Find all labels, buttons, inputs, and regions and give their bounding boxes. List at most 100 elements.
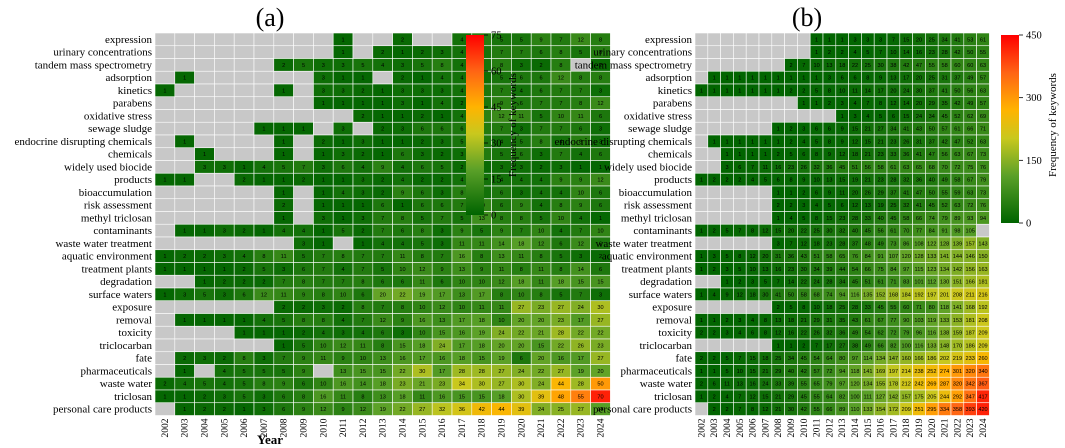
year-tick-label: 2022 xyxy=(557,418,567,437)
row-label: kinetics xyxy=(118,85,152,97)
cell-value: 2 xyxy=(361,114,364,120)
cell-value: 53 xyxy=(967,37,973,43)
cell-value: 1 xyxy=(243,318,246,324)
cell-value: 12 xyxy=(498,114,504,120)
row-label: contaminants xyxy=(93,225,152,237)
cell-value: 181 xyxy=(966,318,975,324)
cell-value: 42 xyxy=(954,101,960,107)
cell-value: 8 xyxy=(828,139,831,145)
cell-value: 1 xyxy=(183,76,186,82)
cell-value: 5 xyxy=(579,50,582,56)
cell-value: 70 xyxy=(597,394,603,400)
cell-value: 73 xyxy=(980,152,986,158)
cell-value: 2 xyxy=(223,407,226,413)
cell-value: 58 xyxy=(826,254,832,260)
cell-value: 34 xyxy=(839,280,845,286)
cell-value: 6 xyxy=(599,241,602,247)
cell-value: 2 xyxy=(361,88,364,94)
cell-value: 14 xyxy=(903,101,909,107)
cell-value: 2 xyxy=(540,165,543,171)
heatmap-cell xyxy=(253,83,275,98)
cell-value: 3 xyxy=(460,152,463,158)
heatmap-cell xyxy=(745,32,760,47)
row-label: degradation xyxy=(100,276,152,288)
cell-value: 10 xyxy=(578,190,584,196)
heatmap-cell xyxy=(194,172,215,187)
cell-value: 3 xyxy=(579,254,582,260)
row-label: waste water treatment xyxy=(55,238,152,250)
heatmap-cell xyxy=(253,185,275,200)
row-label: toxicity xyxy=(658,327,692,339)
cell-value: 15 xyxy=(865,139,871,145)
heatmap-cell xyxy=(194,211,215,225)
cell-value: 11 xyxy=(479,305,485,311)
cell-value: 24 xyxy=(518,369,524,375)
cell-value: 37 xyxy=(929,139,935,145)
cell-value: 22 xyxy=(399,407,405,413)
cell-value: 1 xyxy=(421,76,424,82)
cell-value: 20 xyxy=(597,369,603,375)
cell-value: 3 xyxy=(223,229,226,235)
heatmap-cell xyxy=(720,32,734,47)
cell-value: 181 xyxy=(978,280,987,286)
panel-a-colorbar-label: Frequency of keywords xyxy=(507,73,519,177)
cell-value: 2 xyxy=(713,356,716,362)
heatmap-cell xyxy=(694,402,709,416)
cell-value: 208 xyxy=(953,292,962,298)
heatmap-cell xyxy=(809,109,824,123)
cell-value: 175 xyxy=(914,394,923,400)
cell-value: 8 xyxy=(879,101,882,107)
cell-value: 14 xyxy=(360,382,366,388)
cell-value: 67 xyxy=(967,152,973,158)
row-label: exposure xyxy=(652,302,692,314)
cell-value: 58 xyxy=(801,292,807,298)
cell-value: 160 xyxy=(902,356,911,362)
cell-value: 60 xyxy=(954,63,960,69)
heatmap-cell xyxy=(707,274,721,289)
cell-value: 5 xyxy=(302,254,305,260)
heatmap-cell xyxy=(273,32,294,47)
cell-value: 9 xyxy=(828,152,831,158)
cell-value: 5 xyxy=(764,178,767,184)
cell-value: 1 xyxy=(751,88,754,94)
heatmap-cell xyxy=(194,58,215,72)
cell-value: 32 xyxy=(839,229,845,235)
cell-value: 13 xyxy=(340,369,346,375)
cell-value: 41 xyxy=(775,292,781,298)
cell-value: 27 xyxy=(597,356,603,362)
cell-value: 100 xyxy=(902,343,911,349)
heatmap-cell xyxy=(720,300,734,314)
cell-value: 4 xyxy=(223,369,226,375)
cell-value: 3 xyxy=(342,152,345,158)
cell-value: 11 xyxy=(839,190,845,196)
cell-value: 22 xyxy=(399,292,405,298)
cell-value: 2 xyxy=(441,152,444,158)
cell-value: 192 xyxy=(978,305,987,311)
year-tick-label: 2009 xyxy=(787,418,797,437)
cell-value: 2 xyxy=(282,63,285,69)
cell-value: 1 xyxy=(738,76,741,82)
cell-value: 2 xyxy=(203,254,206,260)
cell-value: 6 xyxy=(381,280,384,286)
cell-value: 32 xyxy=(903,178,909,184)
cell-value: 10 xyxy=(813,305,819,311)
cell-value: 34 xyxy=(813,267,819,273)
cell-value: 15 xyxy=(597,280,603,286)
cell-value: 45 xyxy=(839,165,845,171)
cell-value: 11 xyxy=(538,280,544,286)
cell-value: 5 xyxy=(302,63,305,69)
row-label: fate xyxy=(676,353,693,365)
panel-a-colorbar xyxy=(466,35,484,215)
cell-value: 27 xyxy=(877,127,883,133)
cell-value: 20 xyxy=(380,292,386,298)
cell-value: 192 xyxy=(914,292,923,298)
cell-value: 5 xyxy=(262,369,265,375)
cell-value: 2 xyxy=(163,382,166,388)
cell-value: 41 xyxy=(954,37,960,43)
heatmap-cell xyxy=(733,58,747,72)
heatmap-cell xyxy=(174,160,195,174)
cell-value: 2 xyxy=(789,203,792,209)
cell-value: 32 xyxy=(439,407,445,413)
cell-value: 69 xyxy=(980,114,986,120)
